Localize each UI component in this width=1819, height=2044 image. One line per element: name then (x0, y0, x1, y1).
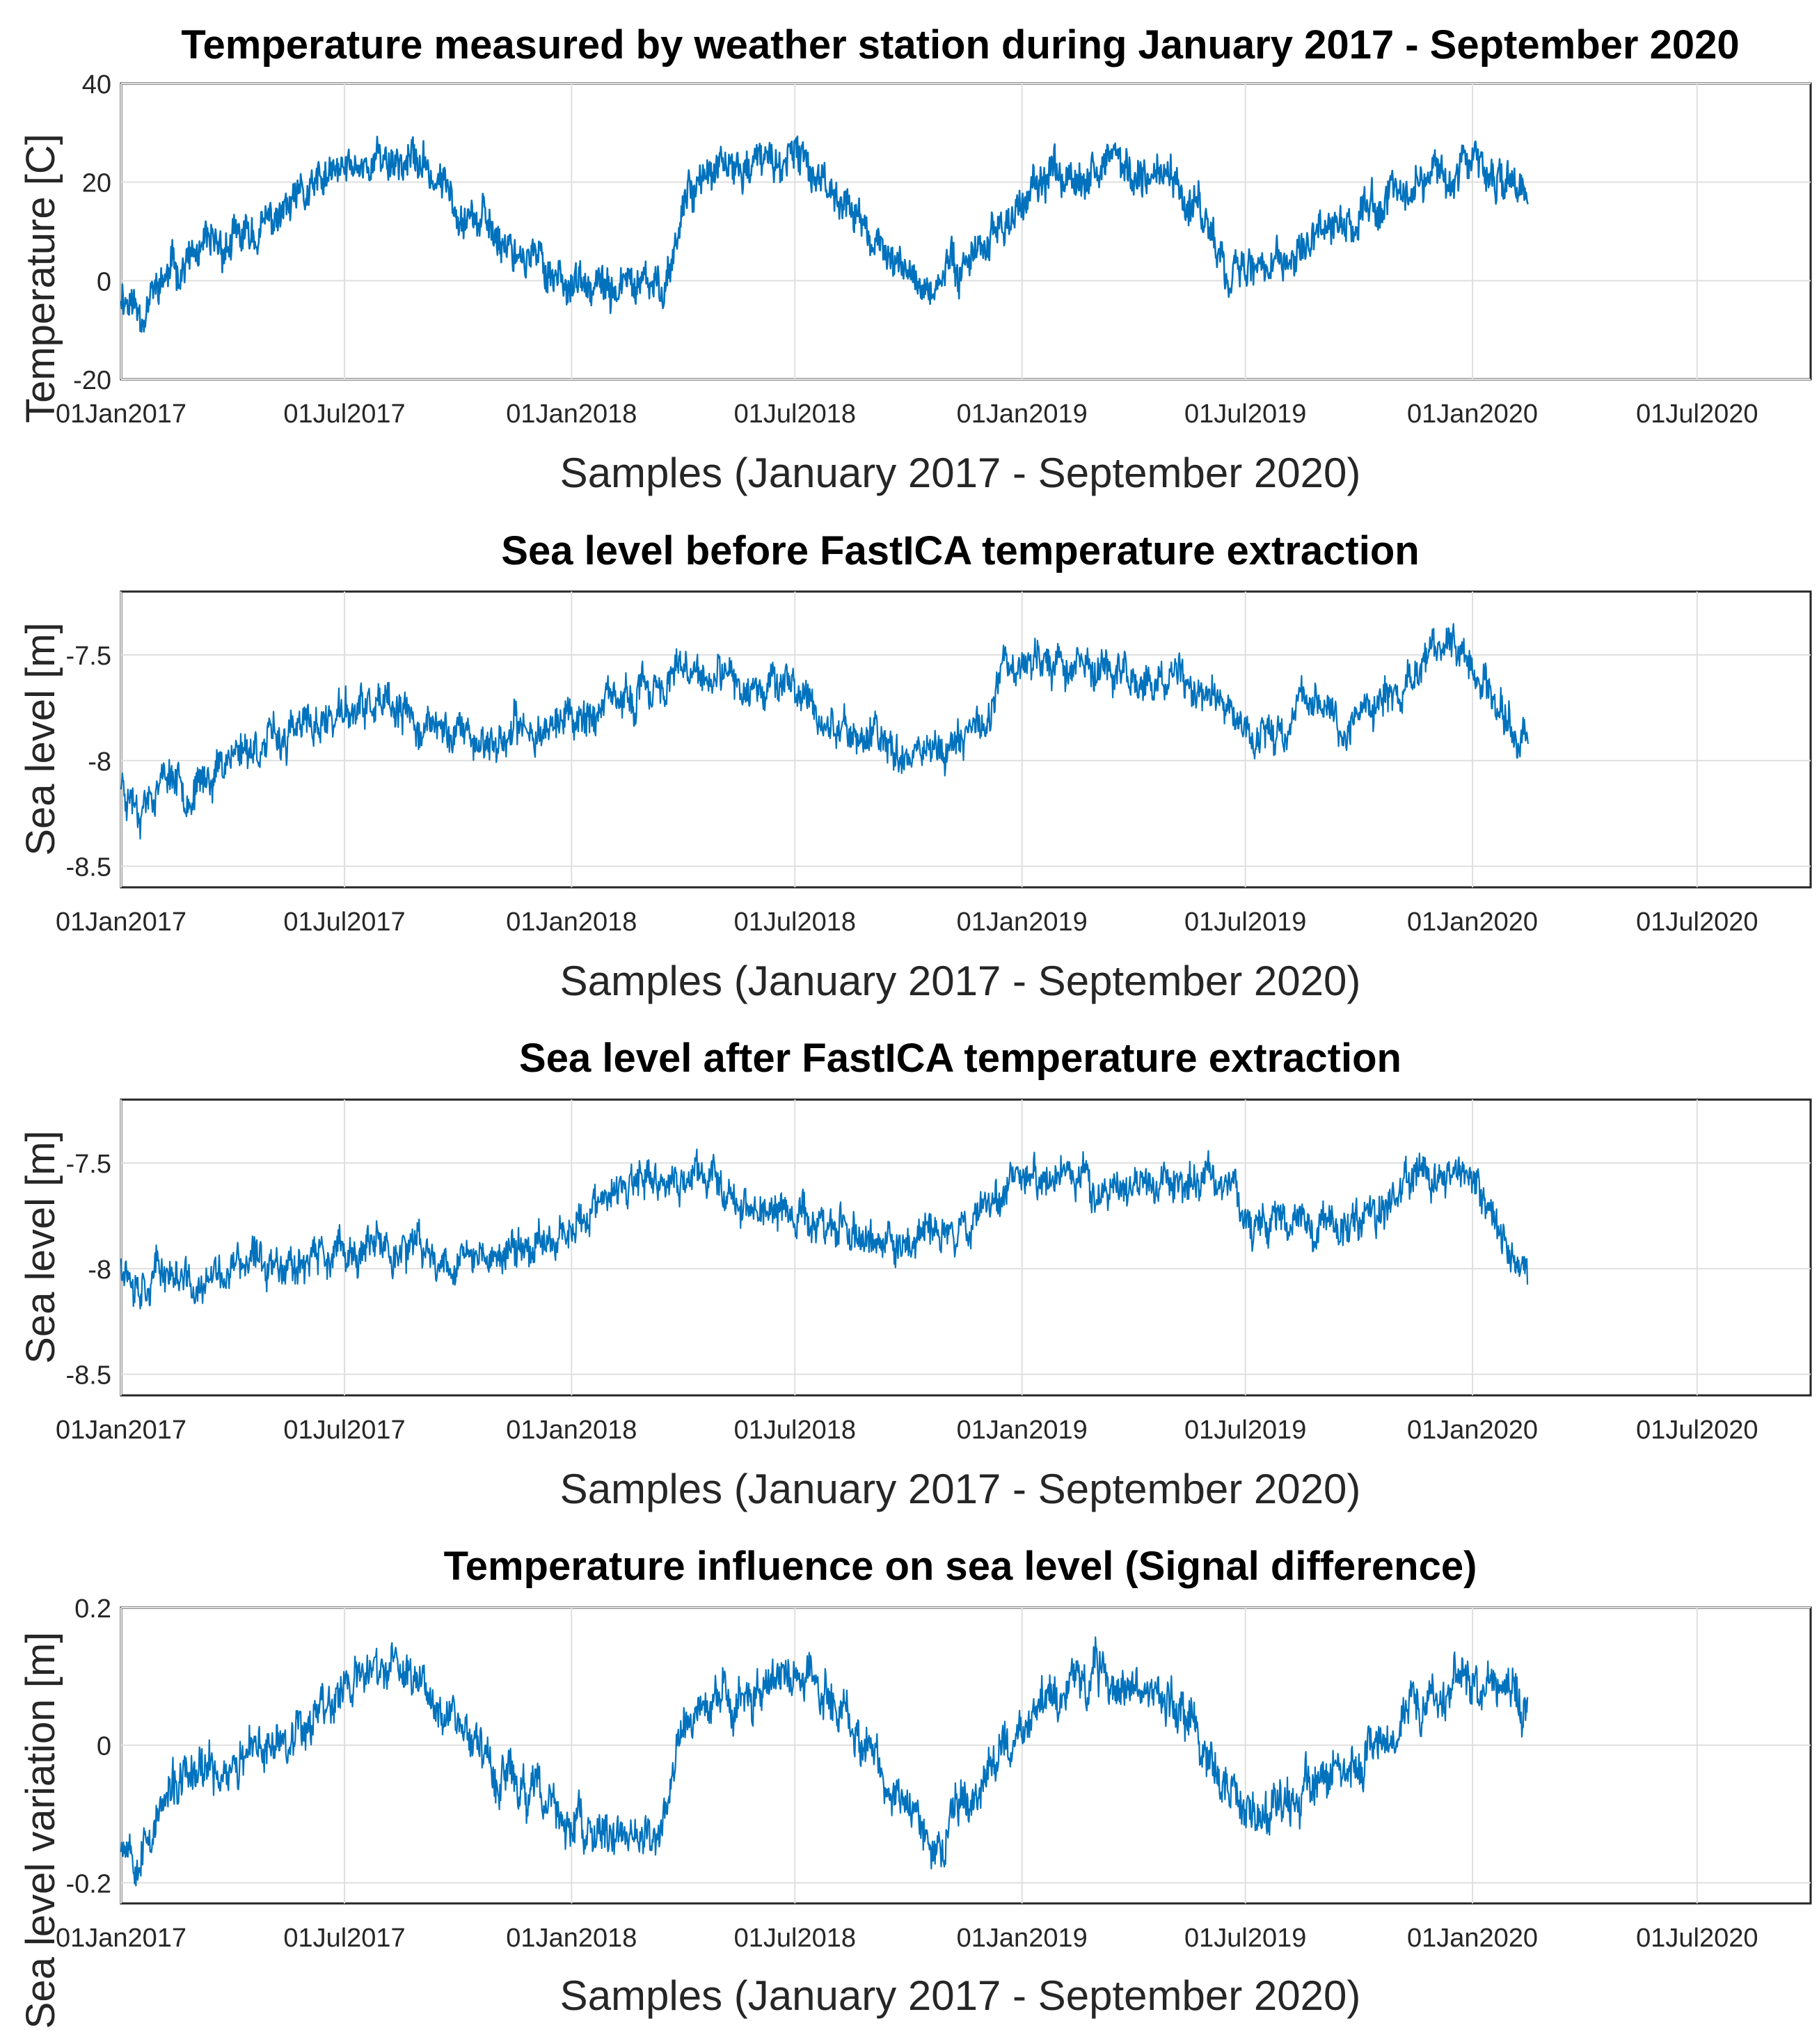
x-tick-label: 01Jul2017 (283, 908, 405, 937)
x-tick-label: 01Jul2020 (1636, 399, 1758, 429)
panel-sea-level-before: Sea level before FastICA temperature ext… (18, 528, 1812, 1004)
x-tick-label: 01Jan2017 (56, 399, 186, 429)
chart-title: Temperature influence on sea level (Sign… (444, 1544, 1477, 1589)
x-tick-label: 01Jan2020 (1407, 1416, 1538, 1445)
x-tick-label: 01Jul2018 (734, 908, 856, 937)
x-tick-label: 01Jul2017 (283, 399, 405, 429)
panel-temperature: Temperature measured by weather station … (18, 22, 1812, 496)
x-tick-label: 01Jul2019 (1184, 399, 1306, 429)
y-tick-group: -0.2 0 0.2 (66, 1594, 111, 1899)
x-tick-label: 01Jan2018 (506, 399, 637, 429)
x-tick-label: 01Jul2017 (283, 1924, 405, 1953)
x-tick-label: 01Jan2018 (506, 908, 637, 937)
y-tick-label: -7.5 (66, 1150, 111, 1179)
x-tick-label: 01Jan2017 (56, 1416, 186, 1445)
x-tick-label: 01Jul2018 (734, 1924, 856, 1953)
y-tick-group: -20 0 20 40 (73, 70, 111, 395)
y-tick-label: -20 (73, 366, 111, 395)
y-tick-label: 0 (97, 267, 111, 296)
x-tick-label: 01Jan2017 (56, 1924, 186, 1953)
x-tick-group: 01Jan2017 01Jul2017 01Jan2018 01Jul2018 01Ja… (56, 1924, 1758, 1953)
series-group (120, 1148, 1529, 1310)
x-tick-group: 01Jan2017 01Jul2017 01Jan2018 01Jul2018 01Ja… (56, 399, 1758, 429)
y-tick-label: 40 (82, 70, 111, 100)
series-group (120, 623, 1529, 840)
y-axis-label: Sea level [m] (18, 622, 63, 855)
x-tick-label: 01Jan2017 (56, 908, 186, 937)
grid-group (120, 1100, 1811, 1395)
x-axis-label: Samples (January 2017 - September 2020) (560, 1466, 1361, 1512)
x-tick-label: 01Jul2018 (734, 399, 856, 429)
y-axis-label: Sea level [m] (18, 1130, 63, 1363)
chart-title: Temperature measured by weather station … (181, 22, 1739, 68)
chart-title: Sea level after FastICA temperature extr… (519, 1036, 1401, 1081)
x-tick-group: 01Jan2017 01Jul2017 01Jan2018 01Jul2018 01Ja… (56, 1416, 1758, 1445)
series-line (120, 623, 1529, 840)
grid-group (120, 1607, 1811, 1903)
grid-group (120, 592, 1811, 887)
x-tick-label: 01Jul2020 (1636, 1924, 1758, 1953)
x-tick-label: 01Jan2019 (957, 1416, 1088, 1445)
x-tick-label: 01Jul2019 (1184, 1416, 1306, 1445)
y-tick-label: -8.5 (66, 853, 111, 882)
x-tick-label: 01Jan2018 (506, 1924, 637, 1953)
x-tick-label: 01Jan2020 (1407, 908, 1538, 937)
x-tick-label: 01Jul2019 (1184, 1924, 1306, 1953)
y-tick-label: -8 (88, 747, 111, 777)
y-tick-label: 20 (82, 169, 111, 198)
y-tick-label: -0.2 (66, 1869, 111, 1899)
x-tick-label: 01Jan2019 (957, 1924, 1088, 1953)
y-tick-label: 0 (97, 1732, 111, 1761)
x-axis-label: Samples (January 2017 - September 2020) (560, 1972, 1361, 2019)
y-tick-label: -8.5 (66, 1361, 111, 1391)
y-tick-group: -8.5 -8 -7.5 (66, 1150, 111, 1391)
series-line (120, 135, 1530, 333)
x-tick-label: 01Jul2020 (1636, 908, 1758, 937)
panel-sea-level-after: Sea level after FastICA temperature extr… (18, 1036, 1812, 1512)
y-tick-label: -8 (88, 1255, 111, 1285)
x-tick-label: 01Jan2020 (1407, 399, 1538, 429)
x-tick-label: 01Jan2019 (957, 399, 1088, 429)
series-line (120, 1148, 1529, 1310)
x-axis-label: Samples (January 2017 - September 2020) (560, 450, 1361, 496)
x-tick-label: 01Jul2019 (1184, 908, 1306, 937)
x-tick-group: 01Jan2017 01Jul2017 01Jan2018 01Jul2018 01Ja… (56, 908, 1758, 937)
grid-group (120, 83, 1811, 380)
series-group (120, 135, 1530, 333)
panel-temperature-influence: Temperature influence on sea level (Sign… (18, 1544, 1812, 2029)
y-axis-label: Sea level variation [m] (18, 1632, 63, 2029)
x-axis-label: Samples (January 2017 - September 2020) (560, 958, 1361, 1004)
x-tick-label: 01Jan2020 (1407, 1924, 1538, 1953)
x-tick-label: 01Jul2017 (283, 1416, 405, 1445)
x-tick-label: 01Jan2019 (957, 908, 1088, 937)
series-line (120, 1636, 1529, 1887)
y-tick-label: 0.2 (74, 1594, 111, 1624)
y-tick-label: -7.5 (66, 642, 111, 671)
x-tick-label: 01Jan2018 (506, 1416, 637, 1445)
x-tick-label: 01Jul2018 (734, 1416, 856, 1445)
y-axis-label: Temperature [C] (18, 134, 63, 423)
chart-title: Sea level before FastICA temperature ext… (501, 528, 1419, 573)
x-tick-label: 01Jul2020 (1636, 1416, 1758, 1445)
series-group (120, 1636, 1529, 1887)
y-tick-group: -8.5 -8 -7.5 (66, 642, 111, 882)
